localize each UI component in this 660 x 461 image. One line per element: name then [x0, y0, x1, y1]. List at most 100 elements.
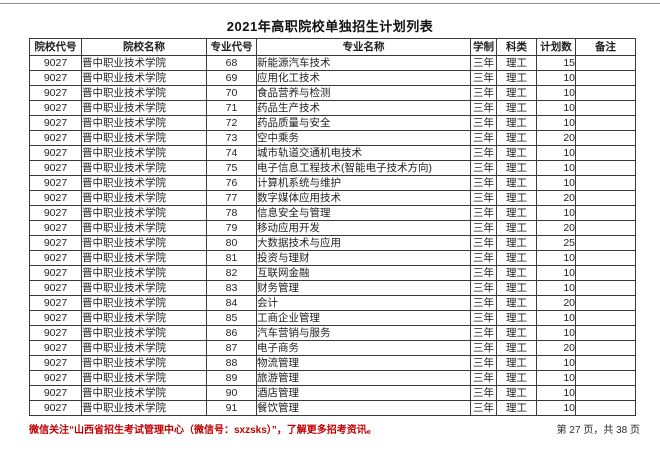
cell-duration: 三年	[470, 55, 497, 71]
cell-plan-count: 10	[536, 355, 576, 371]
cell-major-code: 81	[206, 250, 257, 266]
cell-remark	[575, 250, 636, 266]
table-row: 9027 晋中职业技术学院 90 酒店管理 三年 理工 10	[29, 385, 636, 401]
cell-college-name: 晋中职业技术学院	[81, 370, 207, 386]
table-row: 9027 晋中职业技术学院 80 大数据技术与应用 三年 理工 25	[29, 235, 636, 251]
cell-duration: 三年	[470, 295, 497, 311]
table-row: 9027 晋中职业技术学院 77 数字媒体应用技术 三年 理工 20	[29, 190, 636, 206]
cell-category: 理工	[496, 85, 537, 101]
cell-remark	[575, 190, 636, 206]
cell-college-code: 9027	[29, 145, 82, 161]
cell-major-code: 88	[206, 355, 257, 371]
cell-category: 理工	[496, 280, 537, 296]
header-duration: 学制	[470, 38, 497, 56]
cell-plan-count: 10	[536, 100, 576, 116]
header-plan-count: 计划数	[536, 38, 576, 56]
page-title: 2021年高职院校单独招生计划列表	[226, 19, 434, 34]
cell-college-code: 9027	[29, 265, 82, 281]
table-row: 9027 晋中职业技术学院 83 财务管理 三年 理工 10	[29, 280, 636, 296]
cell-college-name: 晋中职业技术学院	[81, 130, 207, 146]
cell-duration: 三年	[470, 130, 497, 146]
cell-plan-count: 10	[536, 145, 576, 161]
table-row: 9027 晋中职业技术学院 75 电子信息工程技术(智能电子技术方向) 三年 理工 10	[29, 160, 636, 176]
cell-plan-count: 10	[536, 115, 576, 131]
cell-duration: 三年	[470, 205, 497, 221]
cell-duration: 三年	[470, 265, 497, 281]
cell-major-name: 药品生产技术	[256, 100, 471, 116]
header-category: 科类	[496, 38, 537, 56]
cell-category: 理工	[496, 160, 537, 176]
cell-plan-count: 20	[536, 190, 576, 206]
cell-college-code: 9027	[29, 175, 82, 191]
cell-major-code: 89	[206, 370, 257, 386]
cell-duration: 三年	[470, 400, 497, 416]
cell-college-name: 晋中职业技术学院	[81, 100, 207, 116]
cell-college-code: 9027	[29, 385, 82, 401]
header-remark: 备注	[575, 38, 636, 56]
table-row: 9027 晋中职业技术学院 85 工商企业管理 三年 理工 10	[29, 310, 636, 326]
cell-college-code: 9027	[29, 160, 82, 176]
cell-plan-count: 10	[536, 250, 576, 266]
header-college-name: 院校名称	[81, 38, 207, 56]
cell-college-name: 晋中职业技术学院	[81, 250, 207, 266]
cell-college-name: 晋中职业技术学院	[81, 70, 207, 86]
cell-remark	[575, 55, 636, 71]
cell-duration: 三年	[470, 70, 497, 86]
cell-college-name: 晋中职业技术学院	[81, 190, 207, 206]
cell-duration: 三年	[470, 235, 497, 251]
cell-remark	[575, 355, 636, 371]
cell-major-code: 74	[206, 145, 257, 161]
cell-college-name: 晋中职业技术学院	[81, 325, 207, 341]
cell-remark	[575, 295, 636, 311]
cell-major-code: 87	[206, 340, 257, 356]
cell-duration: 三年	[470, 190, 497, 206]
cell-remark	[575, 340, 636, 356]
cell-major-code: 86	[206, 325, 257, 341]
cell-college-name: 晋中职业技术学院	[81, 85, 207, 101]
cell-college-name: 晋中职业技术学院	[81, 265, 207, 281]
cell-college-code: 9027	[29, 115, 82, 131]
cell-major-name: 数字媒体应用技术	[256, 190, 471, 206]
cell-plan-count: 10	[536, 310, 576, 326]
cell-duration: 三年	[470, 85, 497, 101]
cell-college-code: 9027	[29, 295, 82, 311]
cell-major-code: 73	[206, 130, 257, 146]
header-college-code: 院校代号	[29, 38, 82, 56]
cell-major-code: 82	[206, 265, 257, 281]
cell-college-code: 9027	[29, 85, 82, 101]
cell-major-code: 72	[206, 115, 257, 131]
cell-college-name: 晋中职业技术学院	[81, 385, 207, 401]
cell-duration: 三年	[470, 385, 497, 401]
cell-remark	[575, 145, 636, 161]
cell-category: 理工	[496, 145, 537, 161]
cell-plan-count: 20	[536, 340, 576, 356]
cell-plan-count: 20	[536, 295, 576, 311]
cell-category: 理工	[496, 265, 537, 281]
cell-major-code: 85	[206, 310, 257, 326]
cell-college-name: 晋中职业技术学院	[81, 160, 207, 176]
cell-major-name: 物流管理	[256, 355, 471, 371]
cell-duration: 三年	[470, 160, 497, 176]
table-row: 9027 晋中职业技术学院 78 信息安全与管理 三年 理工 10	[29, 205, 636, 221]
cell-category: 理工	[496, 235, 537, 251]
enrollment-plan-table: 院校代号 院校名称 专业代号 专业名称 学制 科类 计划数 备注 9027 晋中职…	[29, 38, 636, 416]
cell-category: 理工	[496, 385, 537, 401]
table-row: 9027 晋中职业技术学院 88 物流管理 三年 理工 10	[29, 355, 636, 371]
table-row: 9027 晋中职业技术学院 74 城市轨道交通机电技术 三年 理工 10	[29, 145, 636, 161]
cell-college-code: 9027	[29, 130, 82, 146]
cell-remark	[575, 385, 636, 401]
cell-plan-count: 10	[536, 205, 576, 221]
cell-college-name: 晋中职业技术学院	[81, 235, 207, 251]
cell-category: 理工	[496, 100, 537, 116]
cell-major-code: 71	[206, 100, 257, 116]
cell-major-code: 84	[206, 295, 257, 311]
cell-remark	[575, 100, 636, 116]
cell-plan-count: 10	[536, 280, 576, 296]
cell-college-name: 晋中职业技术学院	[81, 355, 207, 371]
cell-college-name: 晋中职业技术学院	[81, 340, 207, 356]
cell-college-name: 晋中职业技术学院	[81, 145, 207, 161]
cell-remark	[575, 220, 636, 236]
cell-college-code: 9027	[29, 235, 82, 251]
cell-plan-count: 10	[536, 370, 576, 386]
